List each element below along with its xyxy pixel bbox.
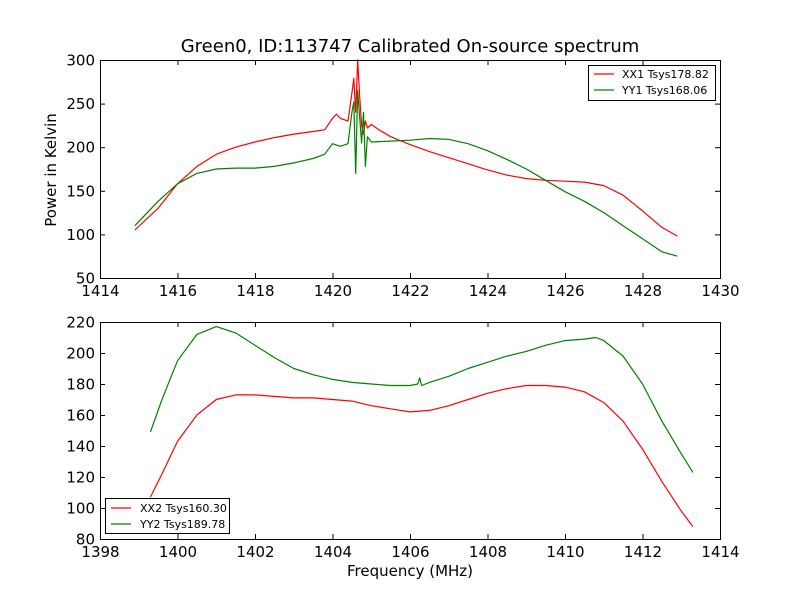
bottom-x-tick-label: 1398 xyxy=(81,543,119,561)
bottom-series-line-0 xyxy=(149,384,694,527)
top-series-line-1 xyxy=(134,89,678,257)
bottom-x-tick-label: 1412 xyxy=(624,543,662,561)
top-x-tick-label: 1422 xyxy=(391,282,429,300)
legend-label-yy1: YY1 Tsys168.06 xyxy=(621,84,707,97)
bottom-y-tick-label: 120 xyxy=(66,469,95,487)
bottom-y-tick-label: 80 xyxy=(76,531,95,549)
top-x-tick-label: 1426 xyxy=(546,282,584,300)
bottom-spectrum-chart: Frequency (MHz) 1398 1400 1402 1404 1406 1408… xyxy=(66,314,739,581)
bottom-x-axis-label: Frequency (MHz) xyxy=(347,562,473,580)
top-y-tick-label: 50 xyxy=(76,270,95,288)
top-y-tick-label: 250 xyxy=(66,95,95,113)
bottom-chart-legend: XX2 Tsys160.30 YY2 Tsys189.78 xyxy=(105,498,230,534)
chart-title: Green0, ID:113747 Calibrated On-source s… xyxy=(181,36,640,57)
top-y-tick-label: 300 xyxy=(66,52,95,70)
top-chart-ticks: 1414 1416 1418 1420 1422 1424 1426 1428 1430 50 10… xyxy=(66,52,739,301)
bottom-y-tick-label: 140 xyxy=(66,438,95,456)
top-y-tick-label: 200 xyxy=(66,139,95,157)
bottom-x-tick-label: 1402 xyxy=(236,543,274,561)
top-y-tick-label: 150 xyxy=(66,182,95,200)
top-x-tick-label: 1428 xyxy=(624,282,662,300)
legend-label-xx1: XX1 Tsys178.82 xyxy=(622,68,709,81)
top-spectrum-chart: Green0, ID:113747 Calibrated On-source s… xyxy=(42,36,740,300)
top-x-tick-label: 1424 xyxy=(469,282,507,300)
bottom-series-line-1 xyxy=(149,326,694,473)
bottom-y-tick-label: 200 xyxy=(66,345,95,363)
top-x-tick-label: 1414 xyxy=(81,282,119,300)
bottom-x-tick-label: 1408 xyxy=(469,543,507,561)
bottom-x-tick-label: 1406 xyxy=(391,543,429,561)
top-chart-series xyxy=(134,59,678,257)
top-x-tick-label: 1430 xyxy=(701,282,739,300)
legend-label-xx2: XX2 Tsys160.30 xyxy=(140,502,227,515)
top-y-axis-label: Power in Kelvin xyxy=(42,113,60,227)
bottom-x-tick-label: 1404 xyxy=(314,543,352,561)
legend-label-yy2: YY2 Tsys189.78 xyxy=(139,518,225,531)
bottom-x-tick-label: 1400 xyxy=(159,543,197,561)
top-legend-box xyxy=(588,65,716,101)
bottom-legend-box xyxy=(105,498,230,534)
bottom-y-tick-label: 100 xyxy=(66,500,95,518)
bottom-x-tick-label: 1414 xyxy=(701,543,739,561)
top-y-tick-label: 100 xyxy=(66,226,95,244)
top-x-tick-label: 1416 xyxy=(159,282,197,300)
top-x-tick-label: 1418 xyxy=(236,282,274,300)
top-chart-legend: XX1 Tsys178.82 YY1 Tsys168.06 xyxy=(588,65,716,101)
bottom-chart-series xyxy=(149,326,694,527)
bottom-x-tick-label: 1410 xyxy=(546,543,584,561)
bottom-y-tick-label: 180 xyxy=(66,376,95,394)
top-x-tick-label: 1420 xyxy=(314,282,352,300)
bottom-chart-ticks: 1398 1400 1402 1404 1406 1408 1410 1412 1414 80 10… xyxy=(66,314,739,562)
bottom-y-tick-label: 220 xyxy=(66,314,95,332)
bottom-y-tick-label: 160 xyxy=(66,407,95,425)
